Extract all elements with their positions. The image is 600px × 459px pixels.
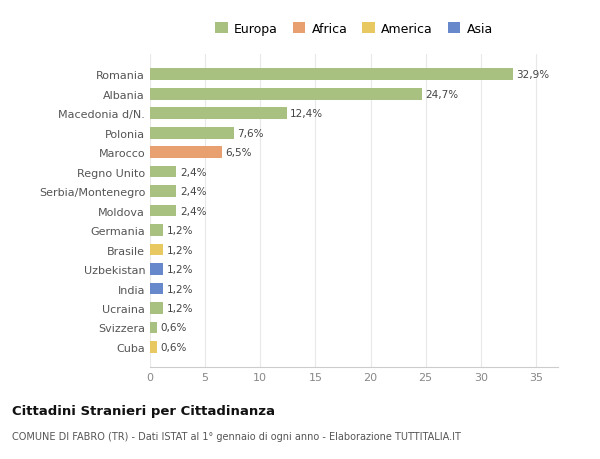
Text: COMUNE DI FABRO (TR) - Dati ISTAT al 1° gennaio di ogni anno - Elaborazione TUTT: COMUNE DI FABRO (TR) - Dati ISTAT al 1° … [12, 431, 461, 442]
Text: 24,7%: 24,7% [425, 90, 459, 100]
Text: 1,2%: 1,2% [167, 303, 193, 313]
Text: 6,5%: 6,5% [225, 148, 251, 158]
Text: 1,2%: 1,2% [167, 264, 193, 274]
Text: 2,4%: 2,4% [180, 187, 206, 197]
Text: 2,4%: 2,4% [180, 167, 206, 177]
Bar [150, 225, 163, 236]
Bar [150, 147, 221, 159]
Legend: Europa, Africa, America, Asia: Europa, Africa, America, Asia [210, 17, 498, 40]
Bar [150, 283, 163, 295]
Bar [150, 263, 163, 275]
Text: 0,6%: 0,6% [160, 323, 186, 333]
Text: 1,2%: 1,2% [167, 284, 193, 294]
Bar [150, 244, 163, 256]
Bar [150, 205, 176, 217]
Bar [150, 341, 157, 353]
Bar [150, 89, 422, 101]
Bar [150, 128, 234, 139]
Bar [150, 322, 157, 334]
Text: Cittadini Stranieri per Cittadinanza: Cittadini Stranieri per Cittadinanza [12, 404, 275, 417]
Bar [150, 167, 176, 178]
Bar [150, 302, 163, 314]
Text: 7,6%: 7,6% [237, 129, 263, 139]
Text: 1,2%: 1,2% [167, 225, 193, 235]
Bar [150, 69, 513, 81]
Text: 1,2%: 1,2% [167, 245, 193, 255]
Bar [150, 108, 287, 120]
Text: 32,9%: 32,9% [516, 70, 549, 80]
Text: 12,4%: 12,4% [290, 109, 323, 119]
Text: 0,6%: 0,6% [160, 342, 186, 352]
Bar [150, 186, 176, 197]
Text: 2,4%: 2,4% [180, 206, 206, 216]
